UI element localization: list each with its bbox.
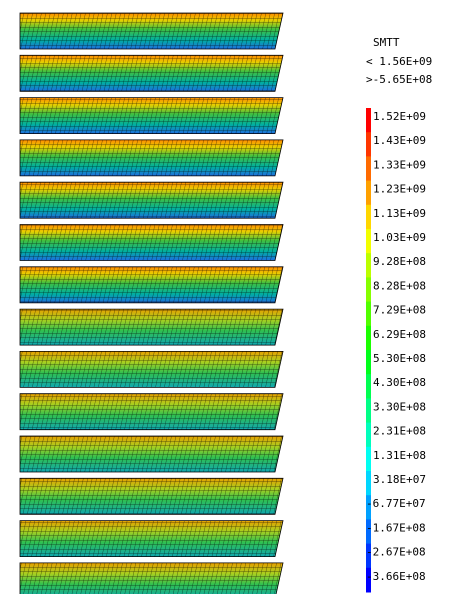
level-label: 1.31E+08 bbox=[373, 449, 426, 462]
level-label: 1.43E+09 bbox=[373, 134, 426, 147]
level-label: 1.52E+09 bbox=[373, 110, 426, 123]
color-band bbox=[366, 277, 371, 303]
level-label: 8.28E+08 bbox=[373, 279, 426, 292]
level-label: 1.23E+09 bbox=[373, 183, 426, 196]
legend-max: < 1.56E+09 bbox=[366, 55, 432, 68]
level-label: 9.28E+08 bbox=[373, 255, 426, 268]
color-band bbox=[366, 495, 371, 520]
mesh-grid bbox=[19, 351, 284, 388]
color-band bbox=[366, 301, 371, 327]
mesh-grid bbox=[19, 139, 284, 177]
color-band bbox=[366, 156, 371, 182]
color-band bbox=[366, 374, 371, 399]
color-band bbox=[366, 180, 371, 206]
mesh-grid bbox=[19, 54, 284, 92]
color-band bbox=[366, 398, 371, 424]
color-band bbox=[366, 325, 371, 351]
legend-levels: 1.52E+09 1.43E+09 1.33E+09 1.23E+09 1.13E+09… bbox=[366, 110, 426, 583]
level-label: 1.33E+09 bbox=[373, 158, 426, 171]
mesh-grid bbox=[19, 266, 284, 304]
mesh-grid bbox=[19, 477, 284, 515]
mesh-grid bbox=[19, 308, 284, 346]
level-label: 5.30E+08 bbox=[373, 352, 426, 365]
legend-min: >-5.65E+08 bbox=[366, 73, 432, 86]
level-label: -2.67E+08 bbox=[366, 546, 426, 559]
level-label: 7.29E+08 bbox=[373, 304, 426, 317]
mesh-grid bbox=[19, 520, 284, 557]
level-label: 1.03E+09 bbox=[373, 231, 426, 244]
color-band bbox=[366, 253, 371, 278]
mesh-grid bbox=[19, 393, 284, 431]
level-label: 1.13E+09 bbox=[373, 207, 426, 220]
level-label: -3.66E+08 bbox=[366, 570, 426, 583]
color-band bbox=[366, 229, 371, 254]
color-band bbox=[366, 543, 371, 569]
mesh-grid bbox=[19, 97, 284, 134]
level-label: 6.29E+08 bbox=[373, 328, 426, 341]
legend-title: SMTT bbox=[373, 36, 400, 49]
mesh-strips bbox=[19, 12, 284, 594]
level-label: -1.67E+08 bbox=[366, 521, 426, 534]
level-label: 3.18E+07 bbox=[373, 473, 426, 486]
level-label: -6.77E+07 bbox=[366, 497, 426, 510]
color-band bbox=[366, 132, 371, 157]
mesh-grid bbox=[19, 12, 284, 50]
level-label: 3.30E+08 bbox=[373, 400, 426, 413]
color-band bbox=[366, 350, 371, 375]
color-band bbox=[366, 446, 371, 472]
mesh-grid bbox=[19, 435, 284, 473]
mesh-grid bbox=[19, 224, 284, 261]
mesh-grid bbox=[19, 562, 284, 594]
color-band bbox=[366, 422, 371, 448]
mesh-grid bbox=[19, 181, 284, 219]
color-bar bbox=[366, 108, 371, 593]
color-band bbox=[366, 519, 371, 545]
color-band bbox=[366, 108, 371, 133]
level-label: 4.30E+08 bbox=[373, 376, 426, 389]
color-band bbox=[366, 204, 371, 230]
color-band bbox=[366, 471, 371, 496]
level-label: 2.31E+08 bbox=[373, 425, 426, 438]
color-band bbox=[366, 567, 371, 593]
